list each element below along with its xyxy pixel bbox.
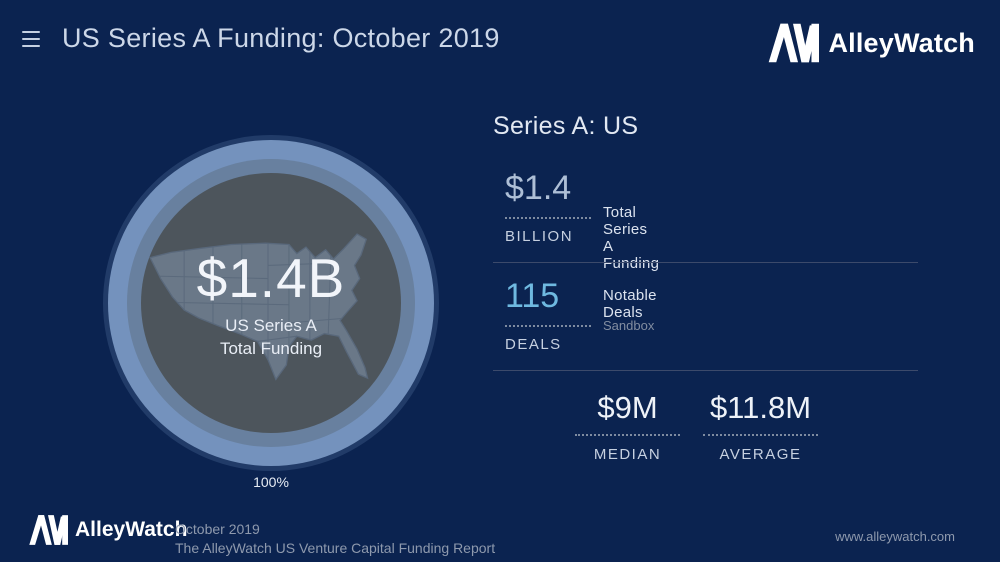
- stat-unit-billion: BILLION: [505, 227, 574, 245]
- alleywatch-logo: AlleyWatch: [767, 21, 975, 65]
- panel-heading: Series A: US: [493, 112, 639, 140]
- donut-caption: US Series A Total Funding: [101, 315, 441, 361]
- footer-website-link[interactable]: www.alleywatch.com: [835, 529, 955, 544]
- donut-total-value: $1.4B: [196, 247, 346, 309]
- donut-percent-label: 100%: [253, 474, 289, 490]
- alleywatch-footer-logo: AlleyWatch: [28, 513, 187, 547]
- alleywatch-logo-text: AlleyWatch: [75, 518, 188, 541]
- stat-unit-average: AVERAGE: [719, 446, 802, 464]
- alleywatch-logo-mark: [769, 23, 820, 63]
- dotted-separator: [505, 324, 591, 327]
- stat-label-total-funding: Total Series A Funding: [603, 204, 660, 272]
- dotted-separator: [575, 434, 680, 437]
- stat-average: $11.8M AVERAGE: [703, 388, 818, 463]
- stat-label-notable-deals: Notable Deals: [603, 287, 657, 321]
- divider: [493, 370, 918, 371]
- menu-icon[interactable]: [22, 31, 40, 47]
- stat-sublabel-sandbox: Sandbox: [603, 318, 655, 333]
- donut-center-text: $1.4B US Series A Total Funding: [101, 251, 441, 361]
- us-map: [137, 219, 399, 401]
- donut-caption-line2: Total Funding: [219, 338, 323, 358]
- donut-chart: $1.4B US Series A Total Funding 100%: [101, 133, 441, 490]
- stat-value-funding: $1.4: [505, 169, 572, 207]
- stat-value-median: $9M: [597, 390, 658, 425]
- stat-value-average: $11.8M: [709, 390, 812, 425]
- stat-unit-median: MEDIAN: [593, 446, 662, 464]
- stat-unit-deals: DEALS: [505, 335, 562, 353]
- dotted-separator: [505, 216, 591, 219]
- footer-date: October 2019: [175, 521, 260, 537]
- footer-report-title: The AlleyWatch US Venture Capital Fundin…: [175, 539, 496, 556]
- page-title: US Series A Funding: October 2019: [62, 23, 500, 53]
- stat-median: $9M MEDIAN: [575, 388, 680, 463]
- footer-report-info: October 2019 The AlleyWatch US Venture C…: [175, 520, 495, 557]
- stat-value-deals: 115: [505, 277, 560, 315]
- dotted-separator: [703, 434, 818, 437]
- donut-caption-line1: US Series A: [225, 316, 317, 335]
- divider: [493, 262, 918, 263]
- stats-panel-heading-wrap: Series A: US: [493, 112, 918, 141]
- alleywatch-logo-mark: [29, 515, 68, 545]
- alleywatch-logo-text: AlleyWatch: [828, 27, 975, 58]
